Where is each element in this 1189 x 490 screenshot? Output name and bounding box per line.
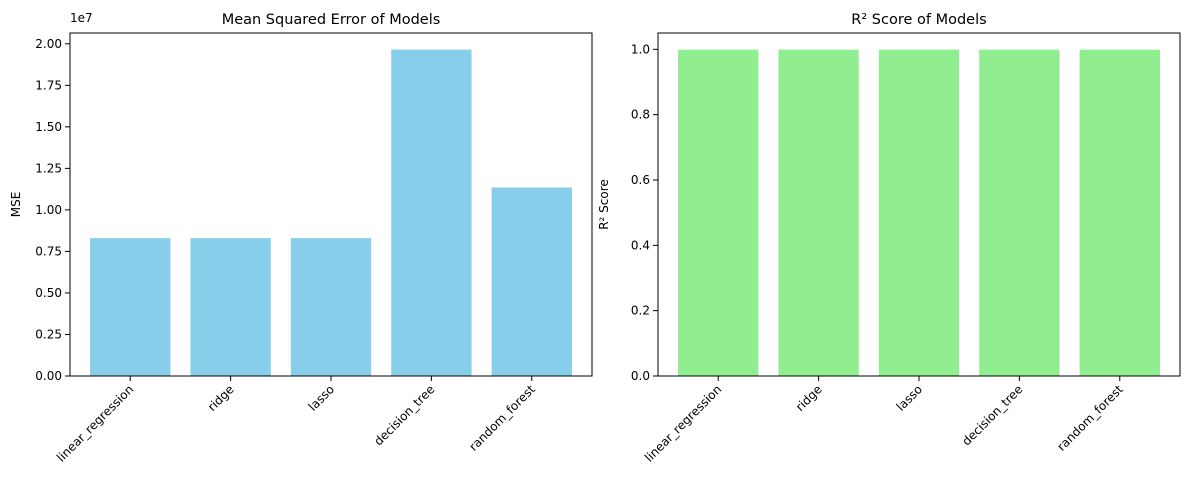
mse-chart-ylabel: MSE [9, 192, 23, 218]
r2-chart-ytick-label: 0.0 [631, 369, 650, 383]
r2-chart-bar-ridge [778, 49, 859, 376]
r2-chart-bar-random-forest [1079, 49, 1160, 376]
r2-chart-bar-lasso [878, 49, 960, 376]
r2-chart-bar-linear-regression [678, 49, 759, 376]
r2-chart-ytick-label: 0.4 [631, 238, 650, 252]
mse-chart-bar-linear-regression [90, 238, 171, 376]
mse-chart-frame [69, 32, 593, 377]
r2-chart-bars [678, 49, 1160, 376]
mse-chart-ytick-label: 1.00 [35, 203, 62, 217]
mse-chart-ytick-label: 0.25 [35, 327, 62, 341]
mse-chart-bars [90, 49, 572, 377]
mse-chart-bar-random-forest [491, 187, 572, 376]
mse-chart-y-axis: 0.00 0.25 0.50 0.75 1.00 1.25 1.50 1.75 2.00 [35, 37, 70, 383]
mse-chart-title: Mean Squared Error of Models [222, 12, 441, 28]
mse-chart-ytick-label: 0.00 [35, 369, 62, 383]
mse-chart-ytick-label: 2.00 [35, 37, 62, 51]
r2-chart-ytick-label: 0.8 [631, 108, 650, 122]
r2-chart-ytick-label: 0.6 [631, 173, 650, 187]
mse-chart-ytick-label: 1.75 [35, 78, 62, 92]
mse-chart-bar-lasso [290, 238, 372, 376]
r2-chart-frame [657, 32, 1181, 377]
mse-chart-ytick-label: 0.75 [35, 244, 62, 258]
r2-chart-ytick-label: 0.2 [631, 304, 650, 318]
mse-chart-bar-decision-tree [391, 49, 472, 377]
r2-chart-bar-decision-tree [979, 49, 1060, 376]
r2-chart-ytick-label: 1.0 [631, 42, 650, 56]
mse-chart-ytick-label: 1.25 [35, 161, 62, 175]
r2-chart-title: R² Score of Models [851, 12, 986, 28]
r2-chart-y-axis: 0.0 0.2 0.4 0.6 0.8 1.0 [631, 42, 658, 383]
mse-chart-ytick-label: 1.50 [35, 120, 62, 134]
mse-chart-ytick-label: 0.50 [35, 286, 62, 300]
mse-chart-bar-ridge [190, 238, 271, 376]
r2-chart-ylabel: R² Score [597, 179, 611, 230]
mse-chart-offset-text: 1e7 [70, 11, 93, 25]
r2-chart: R² Score of Models R² Score 0.0 0.2 0.4 0.6… [597, 12, 1181, 465]
